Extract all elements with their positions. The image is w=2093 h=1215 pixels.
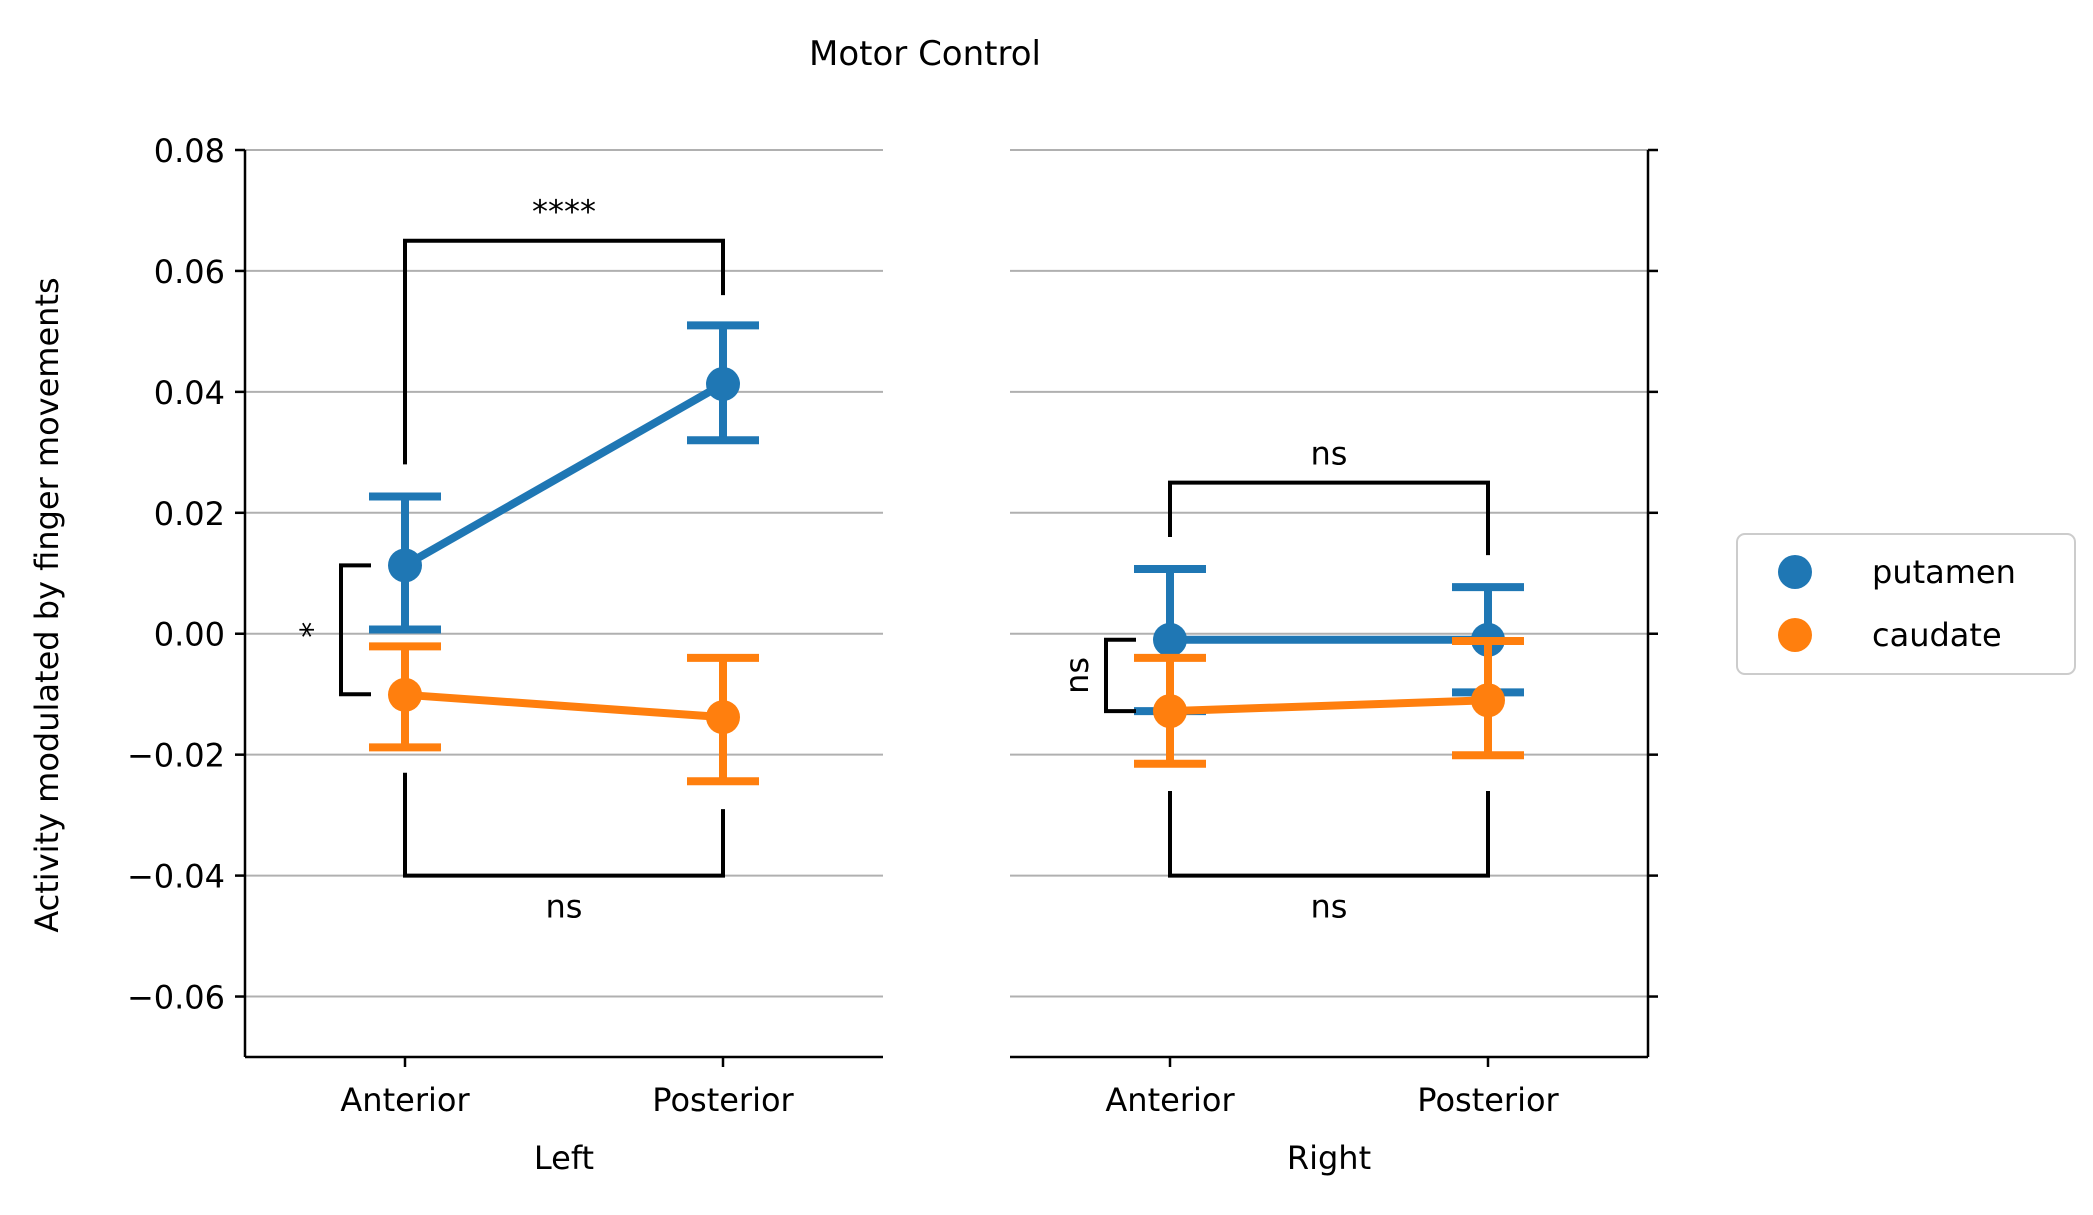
significance-bracket — [403, 772, 725, 878]
legend-marker-caudate — [1778, 618, 1812, 652]
y-tick-label: 0.08 — [154, 132, 225, 170]
panel-right: Anterior Posterior Right ns ns ns — [1010, 148, 1658, 1177]
x-tick-label: Posterior — [1417, 1081, 1559, 1119]
series-caudate — [1134, 636, 1524, 768]
series-caudate — [369, 642, 759, 786]
x-tick-label: Anterior — [1105, 1081, 1235, 1119]
x-tick-label: Anterior — [340, 1081, 470, 1119]
series-putamen — [369, 321, 759, 634]
legend-box — [1736, 533, 2076, 675]
y-tick-label: 0.04 — [154, 374, 225, 412]
significance-annotation: ns — [403, 772, 725, 926]
legend: putamen caudate — [1736, 533, 2076, 675]
legend-label-putamen: putamen — [1872, 553, 2016, 591]
significance-bracket — [403, 238, 725, 465]
significance-bracket — [1168, 790, 1490, 878]
significance-bracket — [1168, 480, 1490, 556]
significance-bracket — [1104, 637, 1136, 714]
legend-label-caudate: caudate — [1872, 616, 2002, 654]
chart-title: Motor Control — [809, 34, 1041, 74]
legend-marker-putamen — [1778, 555, 1812, 589]
significance-annotation: ns — [1168, 790, 1490, 926]
significance-annotation: **** — [403, 193, 725, 465]
significance-label: ns — [1311, 435, 1348, 473]
significance-bracket — [339, 563, 371, 697]
y-tick-label: −0.06 — [127, 979, 225, 1017]
y-axis-label: Activity modulated by finger movements — [28, 277, 66, 932]
significance-label: ns — [1311, 888, 1348, 926]
significance-label: **** — [532, 193, 596, 231]
significance-annotation: ns — [1168, 435, 1490, 556]
panels: 0.08 0.06 0.04 0.02 0.00 −0.02 −0.04 −0.06 Anter… — [127, 132, 1658, 1177]
y-tick-label: −0.04 — [127, 858, 225, 896]
data-point — [1153, 622, 1187, 657]
x-tick-label: Posterior — [652, 1081, 794, 1119]
significance-label: ns — [1058, 657, 1096, 694]
significance-annotation: * — [293, 563, 371, 697]
data-point — [706, 700, 740, 735]
series-line — [403, 380, 725, 569]
data-point — [706, 367, 740, 402]
y-tick-label: 0.02 — [154, 495, 225, 533]
significance-label: ns — [546, 888, 583, 926]
data-point — [1153, 694, 1187, 729]
x-axis-label: Left — [534, 1139, 594, 1177]
data-point — [388, 677, 422, 712]
panel-left: 0.08 0.06 0.04 0.02 0.00 −0.02 −0.04 −0.06 Anter… — [127, 132, 883, 1177]
significance-annotation: ns — [1058, 637, 1136, 714]
data-point — [1471, 683, 1505, 718]
series-line — [404, 690, 724, 722]
y-tick-label: 0.06 — [154, 253, 225, 291]
y-tick-label: −0.02 — [127, 737, 225, 775]
data-point — [388, 548, 422, 583]
y-tick-label: 0.00 — [154, 616, 225, 654]
x-axis-label: Right — [1287, 1139, 1371, 1177]
series-line — [1169, 696, 1489, 716]
significance-label: * — [293, 622, 331, 638]
